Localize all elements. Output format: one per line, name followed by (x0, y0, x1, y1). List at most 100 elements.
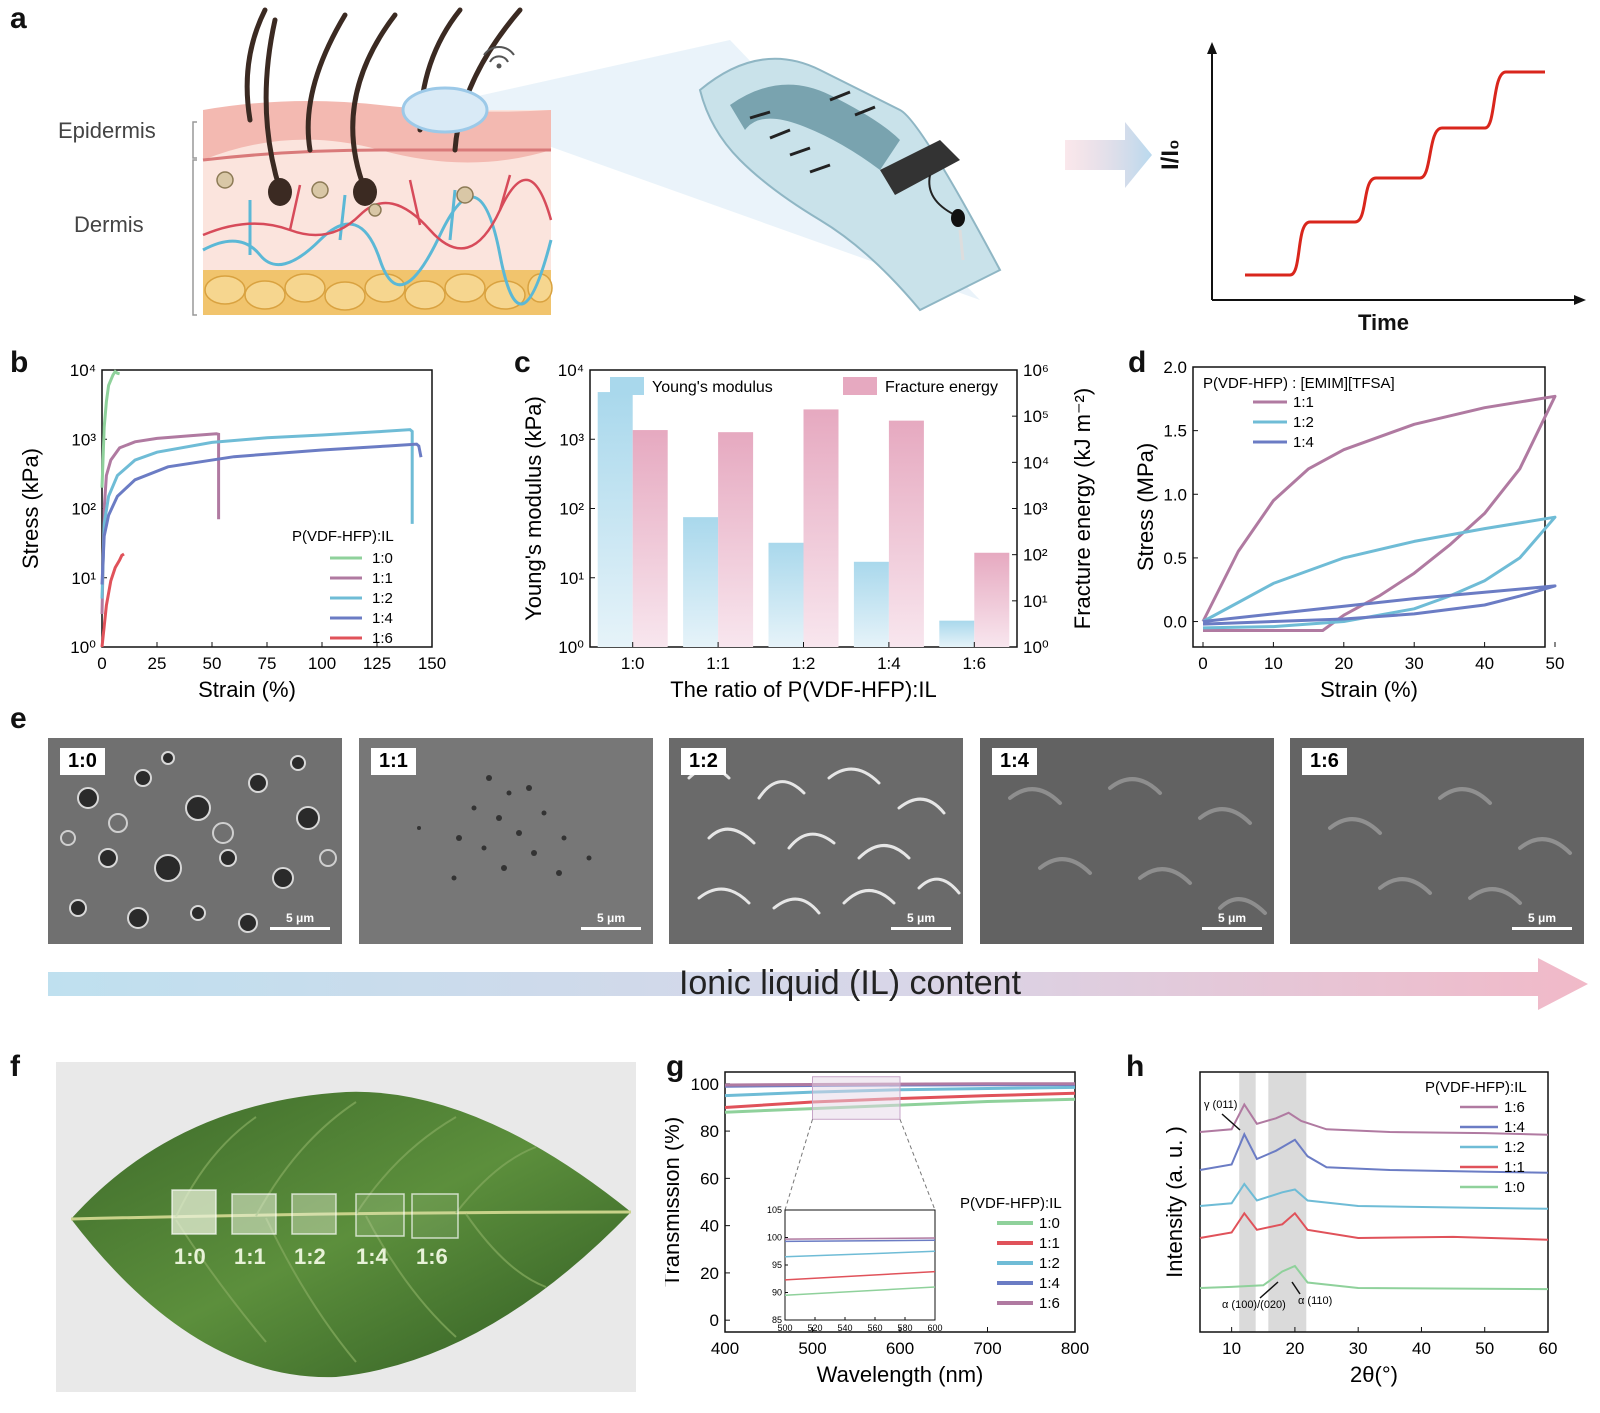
y-axis-label: Intensity (a. u. ) (1162, 1126, 1187, 1278)
panel-label-f: f (10, 1050, 20, 1083)
x-tick-label: 500 (798, 1339, 826, 1358)
y-tick-label: 1.0 (1163, 485, 1187, 504)
x-tick-label: 75 (258, 654, 277, 673)
inset-x-tick-label: 560 (867, 1323, 882, 1333)
x-tick-label: 30 (1349, 1339, 1368, 1358)
leaf-ratio-label: 1:1 (234, 1244, 266, 1269)
y2-tick-label: 10³ (1023, 500, 1048, 519)
legend-label: 1:2 (1293, 414, 1314, 431)
legend-label: 1:6 (1504, 1099, 1525, 1116)
sem-ratio-tag: 1:1 (371, 748, 416, 775)
wireless-icon (483, 46, 515, 63)
y2-tick-label: 10⁰ (1023, 638, 1049, 657)
bar-fracture-energy (888, 420, 924, 647)
legend-title: P(VDF-HFP):IL (292, 528, 394, 545)
x-tick-label: 50 (1546, 654, 1565, 673)
series-line-1:6 (100, 552, 125, 648)
y-axis-label: Stress (MPa) (1135, 443, 1158, 571)
x-tick-label: 10 (1264, 654, 1283, 673)
bar-youngs-modulus (597, 392, 633, 647)
xrd-pattern-1:2 (1199, 1182, 1549, 1210)
y-axis-label: Stress (kPa) (18, 448, 43, 569)
chart-h-xrd: 10 20 30 40 50 60 2θ(°) Intensity (a. u. ) γ (01… (1162, 1071, 1557, 1387)
panel-label-g: g (666, 1050, 685, 1083)
panel-label-c: c (514, 346, 531, 379)
bar-youngs-modulus (683, 517, 719, 647)
series-line-1:2 (100, 428, 414, 599)
y2-tick-label: 10⁵ (1023, 407, 1049, 426)
sem-image-1-1: 1:1 5 μm (359, 738, 653, 944)
leaf-photo: 1:0 1:1 1:2 1:4 1:6 (56, 1062, 636, 1392)
legend-title: P(VDF-HFP):IL (960, 1195, 1062, 1212)
bar-fracture-energy (632, 430, 668, 647)
epidermis-label: Epidermis (58, 118, 156, 143)
inset-line-1:4 (784, 1239, 936, 1243)
inset-y-tick-label: 90 (772, 1288, 782, 1298)
leaf (71, 1091, 631, 1378)
sensor-highlight (401, 86, 489, 134)
legend-label: 1:1 (1293, 394, 1314, 411)
x-tick-label: 25 (148, 654, 167, 673)
y-axis-label: Young's modulus (kPa) (521, 396, 546, 621)
signal-curve (1245, 70, 1545, 277)
legend-label: 1:1 (1039, 1235, 1060, 1252)
inset-x-tick-label: 600 (927, 1323, 942, 1333)
x-axis-label: 2θ(°) (1350, 1362, 1398, 1387)
x-tick-label: 50 (203, 654, 222, 673)
zoom-connector (899, 1119, 936, 1211)
hysteresis-loop-1:4 (1202, 584, 1557, 626)
y-tick-label: 10⁰ (70, 638, 96, 657)
x-axis-label: Strain (%) (198, 677, 296, 702)
legend-swatch (610, 377, 644, 395)
legend-label: 1:2 (372, 590, 393, 607)
x-tick-label: 0 (97, 654, 106, 673)
flow-arrow (1065, 122, 1152, 188)
y2-tick-label: 10⁶ (1023, 361, 1049, 380)
leaf-ratio-label: 1:2 (294, 1244, 326, 1269)
bar-youngs-modulus (853, 561, 889, 647)
x-tick-label: 20 (1285, 1339, 1304, 1358)
x-axis-label: The ratio of P(VDF-HFP):IL (670, 677, 937, 702)
y-tick-label: 20 (700, 1264, 719, 1283)
legend-title: P(VDF-HFP) : [EMIM][TFSA] (1203, 375, 1395, 392)
panel-label-d: d (1128, 346, 1147, 379)
x-tick-label: 1:1 (706, 654, 730, 673)
bar-youngs-modulus (939, 620, 975, 647)
annotation-arrow (1291, 1281, 1301, 1295)
x-tick-label: 600 (886, 1339, 914, 1358)
y-tick-label: 10⁴ (70, 361, 96, 380)
legend-label: 1:0 (1039, 1215, 1060, 1232)
bar-youngs-modulus (768, 542, 804, 647)
signal-plot (1207, 42, 1586, 305)
x-tick-label: 1:4 (877, 654, 901, 673)
highlight-band (1268, 1072, 1307, 1332)
hysteresis-loop-1:2 (1202, 515, 1557, 630)
panel-a-illustration (192, 7, 1586, 316)
y-tick-label: 10³ (559, 430, 584, 449)
sem-image-1-0: 1:0 5 μm (48, 738, 342, 944)
series-line-1:0 (100, 369, 120, 488)
x-axis-label: Wavelength (nm) (817, 1362, 984, 1387)
inset-y-tick-label: 100 (767, 1233, 782, 1243)
sem-image-1-6: 1:6 5 μm (1290, 738, 1584, 944)
bar-fracture-energy (803, 409, 839, 647)
il-content-arrow (48, 958, 1588, 1010)
x-tick-label: 30 (1405, 654, 1424, 673)
chart-b-stress-strain: 0 25 50 75 100 125 150 10⁰ 10¹ 10² 10³ 10⁴ Strain (%… (18, 361, 446, 702)
inset-frame (784, 1209, 936, 1321)
annotation-arrow (1259, 1281, 1279, 1299)
panel-label-h: h (1126, 1050, 1145, 1083)
y2-tick-label: 10² (1023, 546, 1048, 565)
legend-label: 1:1 (372, 570, 393, 587)
inset-x-tick-label: 540 (837, 1323, 852, 1333)
zoom-region (812, 1076, 901, 1120)
x-tick-label: 400 (711, 1339, 739, 1358)
legend-label: Young's modulus (652, 379, 773, 396)
inset-y-tick-label: 105 (767, 1205, 782, 1215)
legend-label: 1:2 (1039, 1255, 1060, 1272)
plot-frame (1192, 366, 1546, 648)
y-tick-label: 10³ (71, 430, 96, 449)
panel-label-a: a (10, 2, 27, 35)
x-tick-label: 1:2 (792, 654, 816, 673)
xrd-pattern-1:1 (1199, 1211, 1549, 1241)
